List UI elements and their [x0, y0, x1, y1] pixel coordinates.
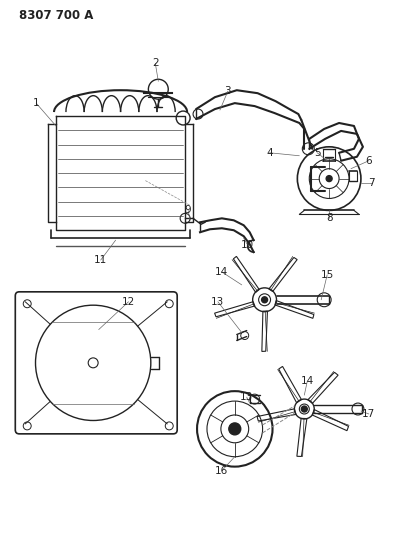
- Text: 13: 13: [211, 297, 224, 307]
- Text: 17: 17: [362, 409, 375, 419]
- Text: 4: 4: [266, 148, 273, 158]
- Circle shape: [302, 406, 307, 412]
- Text: 15: 15: [321, 270, 334, 280]
- Text: 11: 11: [94, 255, 107, 265]
- Text: 14: 14: [301, 376, 314, 386]
- Circle shape: [326, 175, 332, 182]
- Text: 8307 700 A: 8307 700 A: [19, 9, 94, 22]
- Text: 1: 1: [33, 98, 40, 108]
- Text: 6: 6: [366, 156, 372, 166]
- Circle shape: [229, 423, 241, 435]
- Text: 3: 3: [224, 86, 231, 96]
- Text: 14: 14: [215, 267, 228, 277]
- Text: 2: 2: [152, 59, 159, 68]
- Text: 10: 10: [241, 240, 254, 250]
- Text: 16: 16: [215, 466, 228, 475]
- Text: 9: 9: [185, 205, 191, 215]
- Circle shape: [262, 297, 268, 303]
- Text: 13: 13: [240, 392, 253, 402]
- Text: 7: 7: [368, 177, 375, 188]
- Text: 8: 8: [326, 213, 333, 223]
- Text: 5: 5: [314, 148, 321, 158]
- Text: 12: 12: [122, 297, 135, 307]
